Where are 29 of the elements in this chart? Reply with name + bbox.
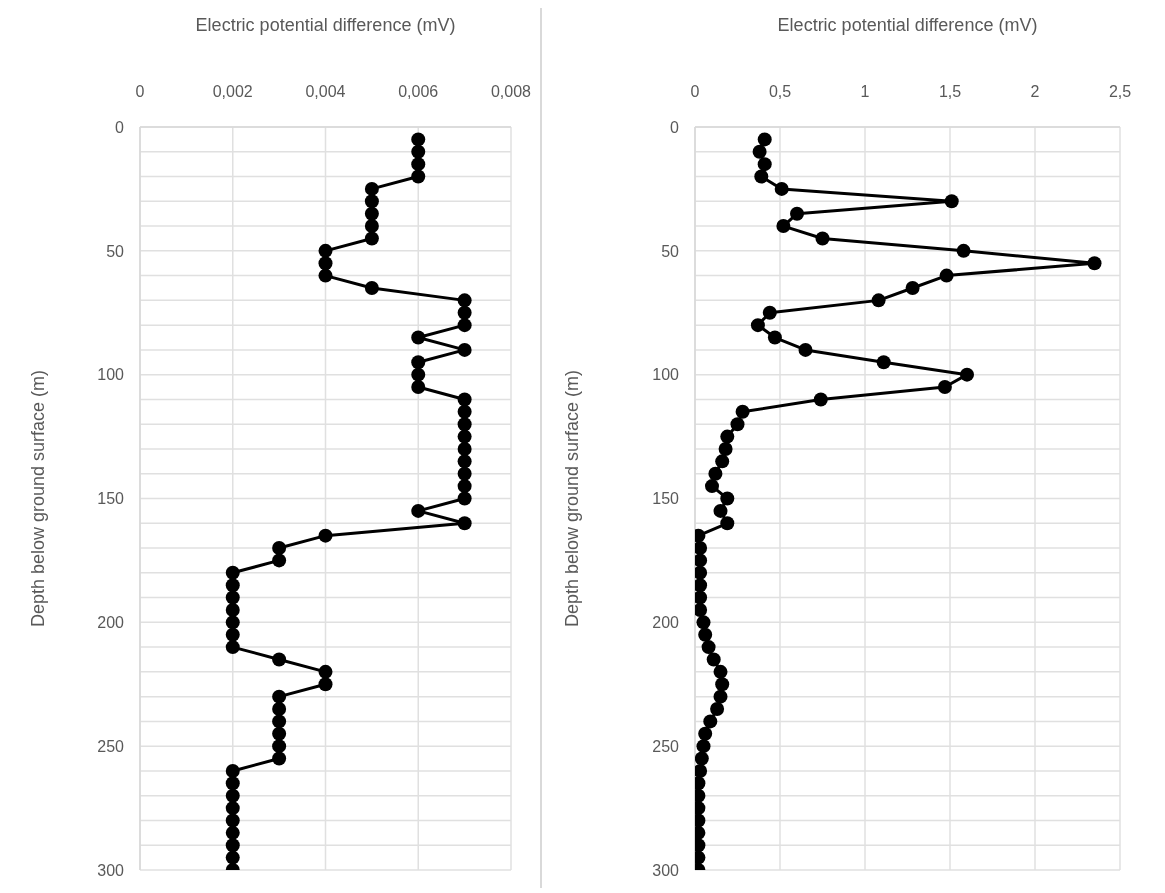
y-tick-label: 50 xyxy=(661,242,680,260)
x-tick-label: 1 xyxy=(860,83,870,100)
y-tick-label: 0 xyxy=(670,118,680,136)
y-tick-label: 100 xyxy=(652,366,680,384)
y-tick-label: 0 xyxy=(115,118,125,136)
x-tick-label: 0,5 xyxy=(768,83,792,100)
x-tick-label: 0,002 xyxy=(212,83,253,100)
y-tick-label: 200 xyxy=(652,614,680,632)
y-tick-label: 150 xyxy=(97,490,125,508)
x-tick-label: 0,004 xyxy=(305,83,346,100)
x-tick-label: 0 xyxy=(135,83,145,100)
y-axis-title: Depth below ground surface (m) xyxy=(562,369,583,628)
y-tick-label: 100 xyxy=(97,366,125,384)
x-axis-title: Electric potential difference (mV) xyxy=(195,14,456,35)
x-tick-label: 2 xyxy=(1030,83,1040,100)
x-tick-label: 2,5 xyxy=(1108,83,1132,100)
y-tick-label: 250 xyxy=(652,737,680,755)
y-tick-label: 50 xyxy=(106,242,125,260)
y-tick-label: 250 xyxy=(97,737,125,755)
y-tick-label: 300 xyxy=(652,861,680,879)
x-tick-label: 0,008 xyxy=(490,83,532,100)
y-tick-label: 200 xyxy=(97,614,125,632)
x-tick-label: 1,5 xyxy=(938,83,962,100)
y-tick-label: 150 xyxy=(652,490,680,508)
x-tick-label: 0 xyxy=(690,83,700,100)
x-axis-title: Electric potential difference (mV) xyxy=(777,14,1038,35)
x-tick-label: 0,006 xyxy=(398,83,439,100)
y-axis-title: Depth below ground surface (m) xyxy=(28,369,49,628)
y-tick-label: 300 xyxy=(97,861,125,879)
